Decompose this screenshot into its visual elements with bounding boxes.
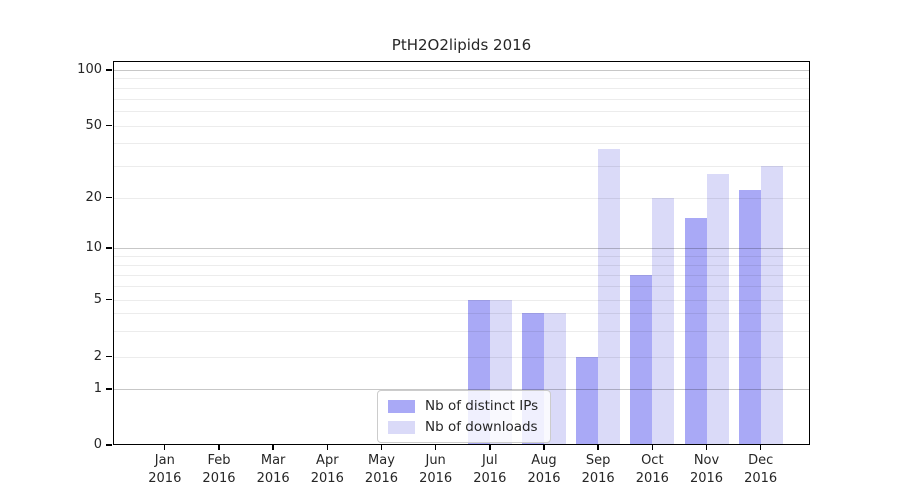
grid-layer [113,61,810,445]
y-tick-label-5: 5 [93,291,102,307]
bar-nb-of-distinct-ips-nov [684,218,707,445]
x-tick-label-aug: Aug 2016 [527,453,561,486]
x-tick-label-mar: Mar 2016 [256,453,290,486]
y-tick-label-0: 0 [93,437,102,452]
x-tick-apr [326,445,328,450]
x-tick-oct [651,445,654,450]
y-tick-5 [106,298,112,301]
x-tick-label-jul: Jul 2016 [473,453,507,486]
y-tick-0 [106,444,112,446]
bar-nb-of-downloads-sep [598,149,621,445]
bar-nb-of-downloads-dec [760,165,783,445]
x-tick-jun [434,445,437,450]
x-tick-nov [705,445,708,450]
y-tick-label-100: 100 [77,62,102,77]
legend-label-distinct-ips: Nb of distinct IPs [425,398,539,414]
bar-nb-of-distinct-ips-sep [576,356,599,445]
gridline-y-5 [113,299,810,301]
gridline-y-30 [113,165,810,167]
gridline-y-50 [113,125,810,127]
gridline-y-3 [113,331,810,333]
legend-item-distinct-ips: Nb of distinct IPs [388,398,538,414]
x-tick-sep [597,445,599,450]
y-tick-label-2: 2 [93,348,102,364]
y-tick-label-10: 10 [85,240,102,255]
x-tick-label-apr: Apr 2016 [310,453,344,486]
bar-nb-of-downloads-nov [706,173,729,445]
legend-label-downloads: Nb of downloads [425,419,538,435]
x-tick-jul [489,445,491,450]
gridline-y-4 [113,313,810,315]
x-tick-feb [218,445,220,450]
y-tick-1 [106,388,112,390]
x-tick-label-sep: Sep 2016 [581,453,615,486]
gridline-y-6 [113,285,810,287]
chart-title: PtH2O2lipids 2016 [391,36,532,54]
x-tick-aug [543,445,545,450]
gridline-y-90 [113,78,810,80]
x-tick-mar [272,445,274,450]
bar-nb-of-distinct-ips-oct [630,274,653,445]
x-tick-label-may: May 2016 [364,453,399,486]
x-tick-label-dec: Dec 2016 [744,453,778,486]
legend-item-downloads: Nb of downloads [388,419,538,435]
gridline-y-20 [113,197,810,199]
gridline-y-80 [113,87,810,89]
x-tick-may [380,445,383,450]
y-tick-20 [106,196,112,199]
x-tick-label-nov: Nov 2016 [689,453,724,486]
x-tick-jan [164,445,166,450]
legend: Nb of distinct IPs Nb of downloads [377,390,552,443]
x-tick-label-jun: Jun 2016 [419,453,453,486]
x-tick-label-feb: Feb 2016 [202,453,236,486]
y-tick-label-50: 50 [85,117,102,133]
legend-swatch-downloads [388,420,415,434]
gridline-y-70 [113,98,810,100]
y-tick-10 [106,247,112,249]
x-tick-label-jan: Jan 2016 [148,453,182,486]
gridline-y-100 [113,70,810,72]
gridline-y-2 [113,356,810,358]
gridline-y-1 [113,389,810,391]
plot-area [113,61,810,445]
y-tick-2 [106,356,112,358]
x-tick-label-oct: Oct 2016 [635,453,669,486]
gridline-y-40 [113,143,810,145]
gridline-y-10 [113,248,810,250]
x-tick-dec [759,445,762,450]
gridline-y-60 [113,111,810,113]
y-tick-50 [106,125,112,127]
legend-swatch-distinct-ips [388,399,415,413]
gridline-y-9 [113,255,810,257]
gridline-y-7 [113,274,810,276]
bar-nb-of-distinct-ips-dec [738,190,761,445]
y-tick-label-20: 20 [85,189,102,205]
y-tick-100 [106,69,112,71]
y-tick-label-1: 1 [93,381,102,396]
bar-nb-of-downloads-oct [652,197,675,445]
gridline-y-8 [113,264,810,266]
